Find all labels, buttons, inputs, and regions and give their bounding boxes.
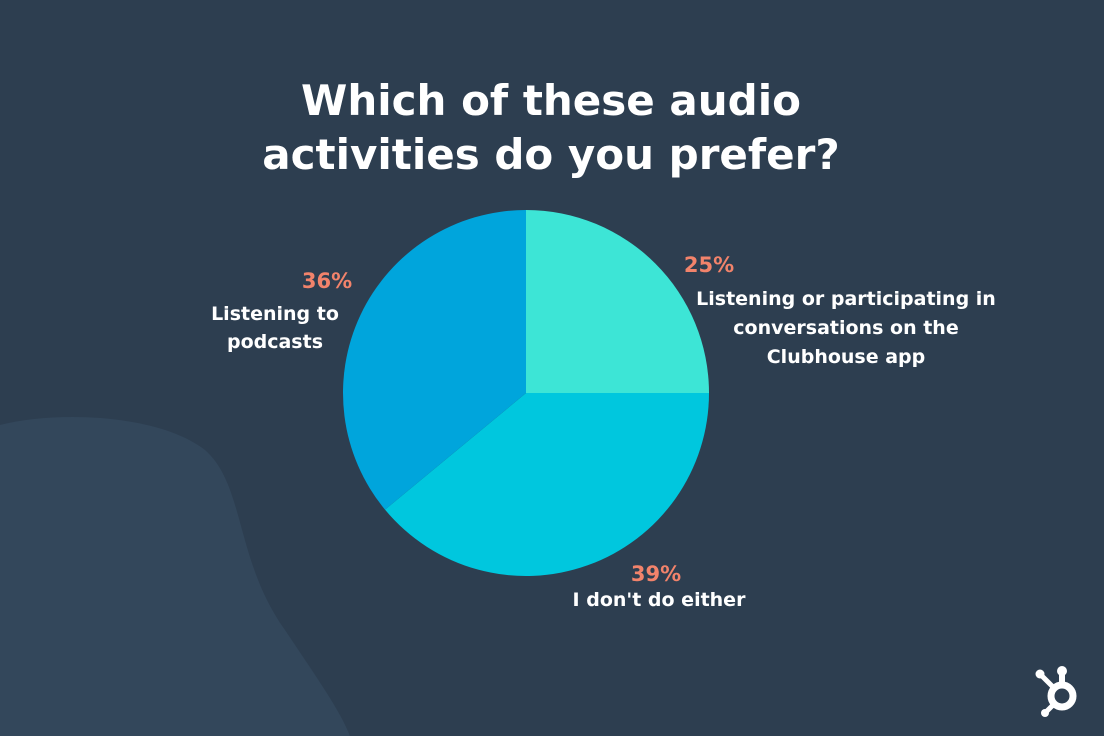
pie-category-label-podcasts-line-2: podcasts [227,331,323,353]
pie-value-label-neither: 39% [631,562,681,586]
pie-category-label-podcasts-line-1: Listening to [211,303,339,325]
pie-category-label-clubhouse-line-2: conversations on the [733,317,958,339]
background-blob [0,417,350,736]
pie-chart [343,210,709,576]
chart-title-line-1: Which of these audio [301,76,801,125]
pie-slice-clubhouse [526,210,709,393]
chart-title-line-2: activities do you prefer? [262,130,839,179]
pie-category-label-clubhouse-line-1: Listening or participating in [696,288,996,310]
pie-category-label-clubhouse-line-3: Clubhouse app [767,346,926,368]
pie-value-label-podcasts: 36% [302,269,352,293]
pie-value-label-clubhouse: 25% [684,253,734,277]
pie-slice-podcasts [343,210,526,510]
pie-slice-neither [385,393,709,576]
pie-category-label-neither: I don't do either [573,589,747,611]
hubspot-sprocket-icon [1035,666,1077,717]
